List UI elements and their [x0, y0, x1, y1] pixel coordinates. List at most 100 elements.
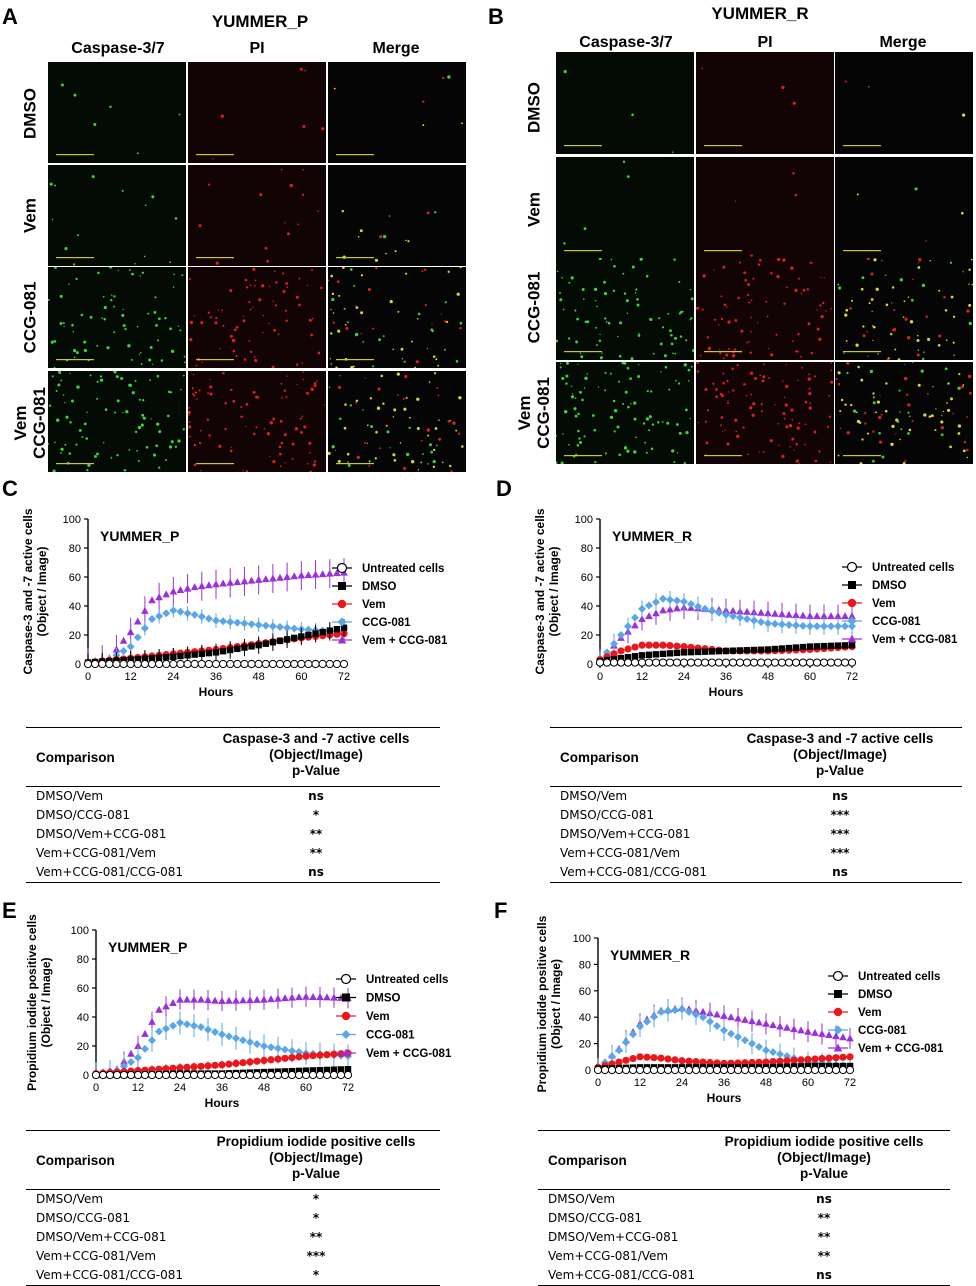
cell-spot: [881, 455, 885, 459]
cell-spot: [279, 452, 282, 456]
data-point: [693, 658, 703, 667]
data-point: [841, 622, 849, 631]
data-point: [699, 1007, 707, 1015]
panel-letter-c: C: [2, 476, 18, 501]
cell-spot: [57, 383, 61, 387]
series-vem-ccg-081: [84, 558, 348, 666]
cell-spot: [450, 470, 453, 472]
legend-label: Vem + CCG-081: [366, 1048, 452, 1060]
cell-spot: [49, 182, 53, 186]
cell-spot: [170, 349, 175, 353]
cell-spot: [422, 100, 425, 103]
cell-spot: [313, 460, 317, 463]
row-comparison: DMSO/CCG-081: [548, 1211, 642, 1225]
cell-spot: [248, 339, 251, 342]
y-tick-label: 0: [587, 659, 593, 671]
legend-marker: [832, 970, 844, 982]
cell-spot: [83, 422, 87, 426]
data-point: [140, 1070, 150, 1080]
cell-spot: [598, 339, 602, 343]
cell-spot: [414, 366, 416, 368]
micrograph-merge-row2: [328, 165, 466, 266]
data-point: [290, 659, 299, 669]
row-p-value: ns: [832, 789, 848, 803]
cell-spot: [343, 307, 346, 310]
table-f: Comparison Propidium iodide positive cell…: [538, 1130, 950, 1286]
cell-spot: [648, 415, 652, 419]
data-point: [656, 1065, 666, 1075]
cell-spot: [422, 124, 425, 127]
cell-spot: [122, 324, 126, 328]
table-row: DMSO/CCG-081 *: [26, 806, 440, 825]
cell-spot: [885, 382, 888, 385]
data-point: [624, 654, 632, 661]
cell-spot: [704, 420, 708, 423]
data-point: [664, 1055, 672, 1063]
data-point: [305, 631, 312, 639]
cell-spot: [149, 346, 153, 349]
y-tick-label: 80: [579, 959, 591, 971]
cell-spot: [280, 382, 283, 385]
cell-spot: [123, 469, 127, 472]
cell-spot: [242, 319, 246, 323]
cell-spot: [128, 449, 131, 451]
cell-spot: [230, 388, 233, 392]
cell-spot: [574, 414, 578, 418]
cell-spot: [344, 324, 347, 326]
data-point: [344, 1066, 352, 1073]
cell-spot: [737, 296, 740, 300]
data-point: [261, 659, 270, 669]
cell-spot: [310, 387, 314, 391]
cell-spot: [957, 386, 961, 390]
cell-spot: [285, 319, 288, 322]
cell-spot: [243, 358, 247, 361]
cell-spot: [207, 392, 210, 394]
cell-spot: [149, 379, 152, 381]
cell-spot: [286, 232, 290, 236]
cell-spot: [68, 452, 72, 455]
cell-spot: [312, 463, 316, 467]
data-point: [276, 637, 284, 644]
data-point: [325, 569, 334, 577]
data-point: [761, 1065, 771, 1075]
cell-spot: [142, 416, 146, 420]
cell-spot: [424, 303, 427, 307]
cell-spot: [574, 397, 577, 400]
cell-spot: [72, 348, 77, 353]
data-point: [161, 1070, 171, 1080]
data-point: [204, 996, 212, 1004]
cell-spot: [110, 299, 113, 302]
data-point: [241, 644, 248, 651]
cell-spot: [235, 326, 239, 329]
cell-spot: [583, 387, 586, 389]
cell-spot: [369, 397, 373, 400]
cell-spot: [96, 452, 99, 456]
data-point: [309, 1067, 317, 1074]
cell-spot: [422, 453, 424, 455]
cell-spot: [417, 312, 421, 316]
cell-spot: [677, 382, 681, 385]
scale-bar: [196, 257, 234, 259]
cell-spot: [706, 336, 709, 339]
cell-spot: [696, 306, 700, 310]
cell-spot: [907, 296, 910, 298]
cell-spot: [254, 358, 258, 363]
cell-spot: [609, 415, 614, 420]
data-point: [630, 658, 640, 667]
cell-spot: [291, 442, 295, 446]
data-point: [673, 604, 681, 612]
y-axis-label: Caspase-3 and -7 active cells: [533, 508, 547, 674]
data-point: [838, 1065, 848, 1075]
cell-spot: [760, 403, 763, 406]
cell-spot: [141, 271, 145, 275]
data-point: [600, 1065, 610, 1075]
cell-spot: [627, 405, 630, 409]
cell-spot: [309, 452, 311, 454]
y-axis-label: Propidium iodide positive cells: [25, 914, 39, 1091]
cell-spot: [636, 297, 639, 301]
cell-spot: [727, 391, 730, 393]
cell-spot: [782, 412, 786, 416]
cell-spot: [285, 282, 289, 285]
cell-spot: [103, 317, 106, 321]
data-point: [645, 641, 653, 649]
